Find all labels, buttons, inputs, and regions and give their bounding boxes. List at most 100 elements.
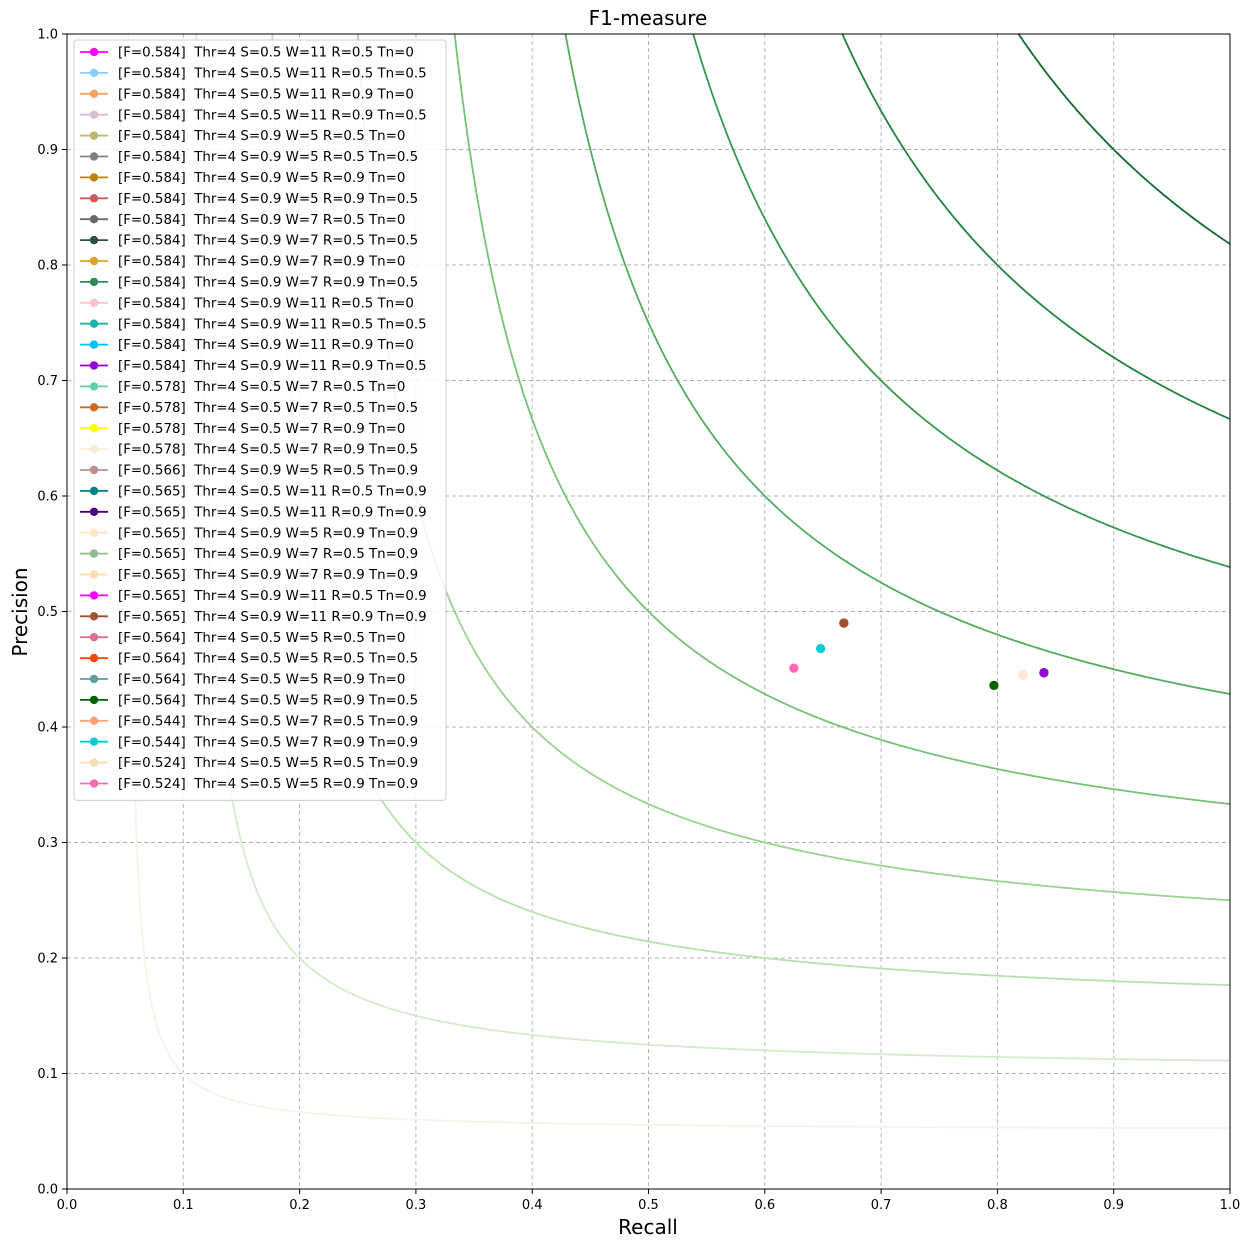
legend-entry: [F=0.584] Thr=4 S=0.9 W=5 R=0.9 Tn=0	[80, 171, 405, 186]
legend-label: [F=0.564] Thr=4 S=0.5 W=5 R=0.5 Tn=0.5	[118, 652, 418, 667]
legend-label: [F=0.584] Thr=4 S=0.9 W=11 R=0.5 Tn=0.5	[118, 317, 427, 332]
legend-entry: [F=0.584] Thr=4 S=0.9 W=11 R=0.9 Tn=0.5	[80, 359, 427, 374]
legend-marker	[89, 319, 99, 328]
y-tick-label: 0.0	[37, 1183, 58, 1198]
iso-f1-curve	[356, 34, 1230, 902]
iso-f1-curve	[1017, 34, 1230, 245]
legend-label: [F=0.564] Thr=4 S=0.5 W=5 R=0.9 Tn=0	[118, 673, 405, 688]
x-tick-label: 0.1	[173, 1198, 194, 1213]
legend-label: [F=0.584] Thr=4 S=0.9 W=7 R=0.5 Tn=0	[118, 213, 405, 228]
x-axis-title: Recall	[618, 1215, 678, 1239]
x-tick-label: 0.6	[754, 1198, 775, 1213]
legend-entry: [F=0.566] Thr=4 S=0.9 W=5 R=0.5 Tn=0.9	[80, 464, 418, 479]
legend-marker	[89, 89, 99, 99]
legend-label: [F=0.584] Thr=4 S=0.9 W=7 R=0.9 Tn=0	[118, 255, 405, 270]
data-point	[1018, 670, 1028, 680]
legend-marker	[89, 256, 99, 266]
y-tick-label: 0.2	[37, 952, 58, 967]
legend-marker	[89, 570, 99, 579]
legend-marker	[89, 68, 99, 78]
x-tick-label: 0.7	[871, 1198, 892, 1213]
legend-entry: [F=0.578] Thr=4 S=0.5 W=7 R=0.9 Tn=0	[80, 422, 405, 437]
legend-entry: [F=0.565] Thr=4 S=0.9 W=7 R=0.5 Tn=0.9	[80, 547, 418, 562]
legend-entry: [F=0.565] Thr=4 S=0.5 W=11 R=0.9 Tn=0.9	[80, 505, 427, 520]
legend-entry: [F=0.578] Thr=4 S=0.5 W=7 R=0.5 Tn=0.5	[80, 401, 418, 416]
legend-entry: [F=0.584] Thr=4 S=0.9 W=7 R=0.9 Tn=0.5	[80, 276, 418, 291]
legend-marker	[89, 173, 99, 182]
y-tick-label: 1.0	[37, 28, 58, 43]
legend-label: [F=0.565] Thr=4 S=0.9 W=7 R=0.9 Tn=0.9	[118, 568, 418, 583]
legend-marker	[89, 340, 99, 349]
iso-f1-curve	[127, 34, 1230, 1130]
iso-f1-curve	[564, 34, 1230, 695]
legend-marker	[89, 110, 99, 119]
legend-label: [F=0.544] Thr=4 S=0.5 W=7 R=0.5 Tn=0.9	[118, 714, 418, 729]
legend-label: [F=0.565] Thr=4 S=0.9 W=11 R=0.9 Tn=0.9	[118, 610, 427, 625]
legend-entry: [F=0.584] Thr=4 S=0.5 W=11 R=0.5 Tn=0	[80, 46, 414, 61]
legend-label: [F=0.564] Thr=4 S=0.5 W=5 R=0.9 Tn=0.5	[118, 694, 418, 709]
legend-entry: [F=0.578] Thr=4 S=0.5 W=7 R=0.9 Tn=0.5	[80, 443, 418, 458]
legend-marker	[89, 277, 99, 287]
legend-marker	[89, 612, 99, 621]
legend-label: [F=0.584] Thr=4 S=0.5 W=11 R=0.9 Tn=0.5	[118, 108, 427, 123]
legend-label: [F=0.578] Thr=4 S=0.5 W=7 R=0.9 Tn=0	[118, 422, 405, 437]
legend-entry: [F=0.524] Thr=4 S=0.5 W=5 R=0.9 Tn=0.9	[80, 777, 418, 792]
x-tick-label: 1.0	[1220, 1198, 1241, 1213]
legend-label: [F=0.565] Thr=4 S=0.5 W=11 R=0.9 Tn=0.9	[118, 505, 427, 520]
iso-f1-curve	[841, 34, 1230, 420]
legend-marker	[89, 194, 99, 203]
legend-entry: [F=0.584] Thr=4 S=0.9 W=11 R=0.5 Tn=0.5	[80, 317, 427, 332]
y-tick-label: 0.3	[37, 836, 58, 851]
legend-entry: [F=0.584] Thr=4 S=0.9 W=7 R=0.5 Tn=0	[80, 213, 405, 228]
legend-marker	[89, 633, 99, 642]
legend-marker	[89, 403, 99, 412]
y-tick-label: 0.9	[37, 143, 58, 158]
legend-entry: [F=0.584] Thr=4 S=0.9 W=5 R=0.5 Tn=0.5	[80, 150, 418, 165]
legend-entry: [F=0.584] Thr=4 S=0.9 W=5 R=0.5 Tn=0	[80, 129, 405, 144]
legend-label: [F=0.584] Thr=4 S=0.9 W=5 R=0.5 Tn=0	[118, 129, 405, 144]
y-axis-title: Precision	[8, 567, 32, 656]
legend-label: [F=0.566] Thr=4 S=0.9 W=5 R=0.5 Tn=0.9	[118, 464, 418, 479]
legend-label: [F=0.578] Thr=4 S=0.5 W=7 R=0.5 Tn=0.5	[118, 401, 418, 416]
legend-box	[73, 39, 447, 801]
legend-marker	[89, 465, 99, 475]
legend-label: [F=0.584] Thr=4 S=0.5 W=11 R=0.5 Tn=0.5	[118, 67, 427, 82]
y-tick-label: 0.8	[37, 259, 58, 274]
legend-label: [F=0.524] Thr=4 S=0.5 W=5 R=0.9 Tn=0.9	[118, 777, 418, 792]
x-tick-label: 0.0	[57, 1198, 78, 1213]
legend-label: [F=0.544] Thr=4 S=0.5 W=7 R=0.9 Tn=0.9	[118, 735, 418, 750]
iso-f1-curves	[127, 34, 1230, 1130]
legend-entry: [F=0.564] Thr=4 S=0.5 W=5 R=0.5 Tn=0	[80, 631, 405, 646]
legend-label: [F=0.584] Thr=4 S=0.9 W=7 R=0.9 Tn=0.5	[118, 276, 418, 291]
y-tick-label: 0.6	[37, 490, 58, 505]
y-tick-label: 0.5	[37, 605, 58, 620]
legend-label: [F=0.565] Thr=4 S=0.9 W=11 R=0.5 Tn=0.9	[118, 589, 427, 604]
legend-entry: [F=0.584] Thr=4 S=0.9 W=5 R=0.9 Tn=0.5	[80, 192, 418, 207]
legend-entry: [F=0.578] Thr=4 S=0.5 W=7 R=0.5 Tn=0	[80, 380, 405, 395]
legend-label: [F=0.565] Thr=4 S=0.5 W=11 R=0.5 Tn=0.9	[118, 485, 427, 500]
legend-entry: [F=0.565] Thr=4 S=0.5 W=11 R=0.5 Tn=0.9	[80, 485, 427, 500]
axes: 0.0 0.1 0.2 0.3 0.4 0.5 0.6 0.7 0.8 0.9 1.0 0.0 0.1 0…	[37, 28, 1240, 1214]
legend-marker	[89, 695, 99, 705]
legend-label: [F=0.584] Thr=4 S=0.5 W=11 R=0.5 Tn=0	[118, 46, 414, 61]
legend-marker	[89, 131, 99, 140]
iso-f1-curve	[692, 34, 1230, 568]
legend-label: [F=0.578] Thr=4 S=0.5 W=7 R=0.9 Tn=0.5	[118, 443, 418, 458]
legend-marker	[89, 758, 99, 767]
iso-f1-curve	[453, 34, 1230, 805]
legend-marker	[89, 549, 99, 558]
legend-marker	[89, 444, 99, 454]
legend-marker	[89, 591, 99, 600]
legend-label: [F=0.564] Thr=4 S=0.5 W=5 R=0.5 Tn=0	[118, 631, 405, 646]
x-tick-label: 0.8	[987, 1198, 1008, 1213]
legend-entry: [F=0.565] Thr=4 S=0.9 W=5 R=0.9 Tn=0.9	[80, 526, 418, 541]
y-tick-label: 0.1	[37, 1067, 58, 1082]
legend-entry: [F=0.584] Thr=4 S=0.5 W=11 R=0.9 Tn=0.5	[80, 108, 427, 123]
x-tick-label: 0.4	[522, 1198, 543, 1213]
legend-marker	[89, 507, 99, 516]
legend-marker	[89, 716, 99, 725]
legend-entry: [F=0.564] Thr=4 S=0.5 W=5 R=0.5 Tn=0.5	[80, 652, 418, 667]
legend-marker	[89, 653, 99, 663]
chart-title: F1-measure	[589, 6, 708, 30]
legend-label: [F=0.584] Thr=4 S=0.9 W=5 R=0.9 Tn=0	[118, 171, 405, 186]
